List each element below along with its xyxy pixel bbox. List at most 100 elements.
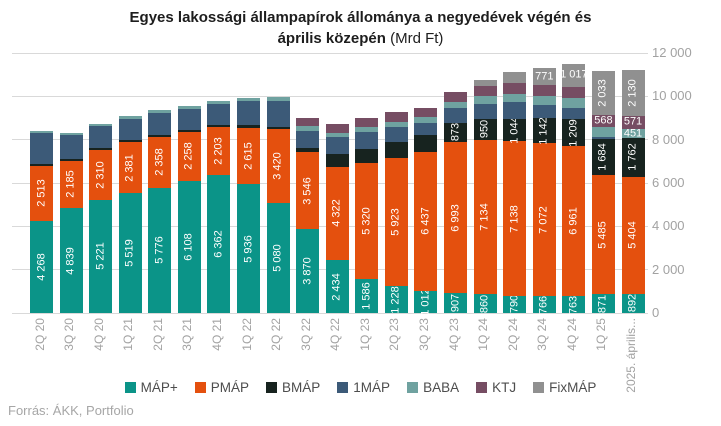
bar-segment [59,132,83,136]
x-tick-label: 4Q 23 [446,318,461,351]
legend-item: 1MÁP [337,381,390,395]
bar-segment [148,134,172,137]
y-tick-label: 2 000 [652,261,685,277]
segment-label: 6 362 [212,230,225,258]
y-tick-label: 4 000 [652,218,685,234]
bar-segment [532,96,556,106]
bar-segment [89,123,113,127]
bar-segment: 5 080 [266,202,290,313]
chart-title-unit: (Mrd Ft) [385,30,444,47]
segment-label: 5 923 [389,208,402,236]
legend-swatch [266,382,278,394]
bar-segment: 2 258 [177,131,201,181]
bar-segment [444,102,468,108]
segment-label: 568 [594,114,613,127]
gridline [12,312,648,314]
segment-label: 5 080 [271,244,284,272]
bar-segment [414,134,438,152]
bar-segment [414,107,438,118]
segment-label: 2 513 [35,179,47,208]
bar-segment: 5 923 [384,158,408,287]
bar-segment [473,104,497,120]
segment-label: 2 185 [64,170,77,199]
bar-segment: 4 322 [325,166,349,261]
segment-label: 790 [508,295,521,314]
gridline [12,95,648,97]
segment-label: 4 268 [35,252,47,281]
bar-segment [473,85,497,97]
bar-segment [562,107,586,120]
bar-segment: 7 138 [503,141,527,296]
segment-label: 3 870 [301,257,314,285]
segment-label: 766 [537,295,550,314]
bar-segment [30,130,53,133]
bar-segment [532,85,556,97]
bar-segment: 2 203 [207,127,231,176]
bar-segment [89,126,113,149]
bar-segment: 1 209 [562,119,586,146]
bar-segment: 2 033 [591,70,615,115]
bar-segment: 1 012 [414,288,438,316]
segment-label: 907 [449,293,462,313]
bar-segment: 6 993 [444,141,468,294]
segment-label: 5 221 [94,242,107,271]
bar-segment: 2 513 [30,166,53,221]
segment-label: 5 485 [596,220,609,249]
source-note: Forrás: ÁKK, Portfolio [8,403,134,418]
bar-segment [207,103,231,126]
x-tick-label: 2Q 20 [32,318,47,351]
bar-segment [266,97,290,101]
segment-label: 1 142 [537,117,550,145]
bar-segment [296,126,320,131]
segment-label: 771 [535,70,554,83]
segment-label: 7 138 [508,204,521,233]
segment-label: 860 [478,294,491,313]
bar-segment [237,97,261,101]
bar-segment [384,126,408,143]
bar-segment [148,110,172,113]
bar-segment [414,122,438,135]
bar-segment: 5 776 [148,187,172,313]
bar-segment [503,102,527,119]
x-tick-label: 2Q 21 [150,318,165,351]
segment-label: 571 [623,115,643,128]
bar-segment [384,142,408,159]
x-tick-label: 3Q 22 [298,318,313,351]
bar-segment: 3 870 [296,229,320,313]
legend-label: BMÁP [282,380,321,395]
segment-label: 2 130 [626,79,639,107]
bar-segment: 3 546 [296,152,320,230]
legend-label: FixMÁP [549,380,597,395]
bar-segment: 1 586 [355,278,379,313]
segment-label: 6 993 [449,203,462,232]
bar-segment [177,130,201,132]
x-tick-label: 2Q 22 [269,318,284,351]
chart-title-line2: április közepén [277,30,386,47]
bar-segment [30,132,53,164]
bar-segment [30,163,53,167]
segment-label: 1 684 [596,143,609,171]
bar-segment [562,98,586,108]
bar-segment: 1 017 [560,64,588,87]
segment-label: 451 [623,127,643,139]
segment-label: 892 [626,294,639,313]
legend-swatch [407,382,419,394]
bar-segment [503,72,527,83]
segment-label: 2 381 [123,153,136,182]
bar-segment: 7 072 [532,143,556,297]
bar-segment: 451 [621,127,645,139]
bar-segment: 766 [532,295,556,314]
bar-segment: 5 404 [621,176,645,294]
bar-segment [118,116,142,119]
segment-label: 2 033 [596,79,609,107]
bar-segment [355,131,379,149]
chart-title: Egyes lakossági állampapírok állománya a… [0,7,721,49]
bar-segment [562,86,586,99]
x-tick-label: 4Q 24 [564,318,579,351]
bar-segment: 568 [591,114,615,128]
bar-segment: 5 485 [591,175,615,295]
bar-segment [532,105,556,119]
bar-segment [266,126,290,129]
bar-segment [473,80,497,86]
